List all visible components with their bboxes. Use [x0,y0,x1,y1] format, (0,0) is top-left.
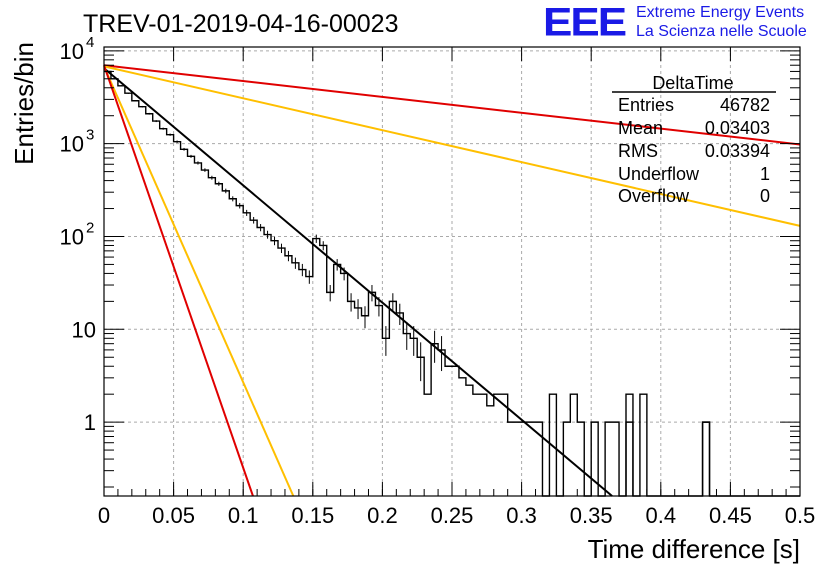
stats-value-rms: 0.03394 [705,141,770,161]
x-tick-label: 0 [98,503,110,528]
y-tick-exponent: 3 [86,127,94,144]
y-tick-label: 10 [72,317,96,342]
stats-value-mean: 0.03403 [705,118,770,138]
stats-value-underflow: 1 [760,164,770,184]
y-tick-exponent: 4 [86,34,94,51]
x-tick-label: 0.2 [367,503,398,528]
stats-label-mean: Mean [618,118,663,138]
fit-line [103,67,613,497]
stats-box: DeltaTime Entries 46782 Mean 0.03403 RMS… [612,73,776,206]
fit-lines [103,64,801,497]
y-axis-label: Entries/bin [9,42,39,165]
histogram-isolated-bin [701,421,711,496]
y-tick-label: 10 [60,132,84,157]
stats-label-underflow: Underflow [618,164,700,184]
logo-line-2: La Scienza nelle Scuole [636,23,807,40]
stats-title: DeltaTime [652,73,733,93]
eee-logo: EEE [543,0,627,45]
grid-lines [104,47,800,496]
x-tick-label: 0.45 [709,503,752,528]
fit-line [103,64,801,146]
y-tick-exponent: 2 [86,219,94,236]
fit-line [103,65,295,497]
x-tick-label: 0.25 [431,503,474,528]
y-tick-label: 1 [84,410,96,435]
x-tick-label: 0.15 [291,503,334,528]
histogram [104,70,800,497]
y-tick-label: 10 [60,39,84,64]
histogram-isolated-bin [625,421,634,496]
x-tick-label: 0.4 [646,503,677,528]
stats-value-entries: 46782 [720,95,770,115]
x-tick-label: 0.05 [152,503,195,528]
x-tick-label: 0.5 [785,503,816,528]
x-tick-label: 0.1 [228,503,259,528]
chart-title: TREV-01-2019-04-16-00023 [83,10,399,38]
fit-line [103,65,801,227]
x-tick-label: 0.35 [570,503,613,528]
stats-value-overflow: 0 [760,186,770,206]
fit-line [103,64,254,497]
tick-labels: 0 0.05 0.1 0.15 0.2 0.25 0.3 0.35 0.4 0.45 0.51101… [60,34,816,528]
stats-label-rms: RMS [618,141,658,161]
logo-line-1: Extreme Energy Events [636,4,805,21]
stats-label-entries: Entries [618,95,674,115]
x-tick-label: 0.3 [506,503,537,528]
y-tick-label: 10 [60,224,84,249]
stats-label-overflow: Overflow [618,186,690,206]
axis-ticks [103,47,801,496]
x-axis-label: Time difference [s] [588,534,800,564]
